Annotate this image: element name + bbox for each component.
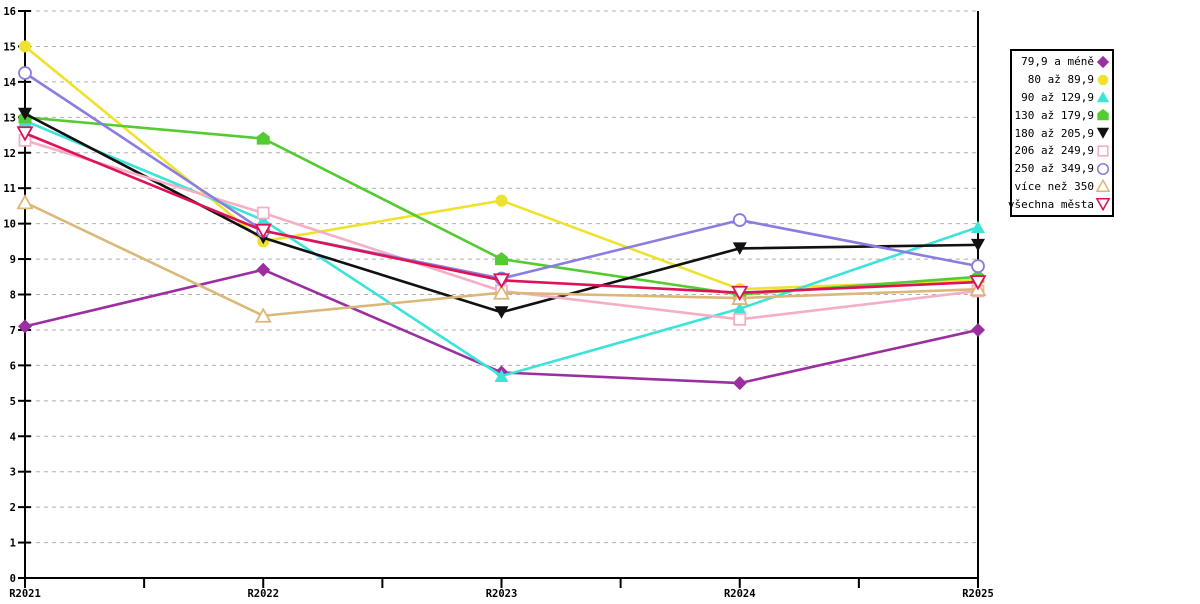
data-point-marker bbox=[1096, 127, 1110, 139]
data-point-marker bbox=[732, 242, 747, 255]
data-point-marker bbox=[731, 285, 749, 302]
y-axis-label: 6 bbox=[10, 360, 16, 372]
legend-label: více než 350 bbox=[1014, 179, 1094, 193]
data-point-marker bbox=[971, 322, 985, 337]
legend-label: všechna města bbox=[1007, 197, 1094, 211]
data-point-marker bbox=[492, 273, 511, 289]
legend-label: 250 až 349,9 bbox=[1014, 162, 1094, 176]
legend-label: 80 až 89,9 bbox=[1027, 73, 1094, 87]
y-axis-label: 14 bbox=[3, 77, 16, 89]
data-point-marker bbox=[16, 194, 34, 210]
data-point-marker bbox=[732, 376, 747, 391]
data-point-marker bbox=[733, 312, 747, 326]
legend-label: 206 až 249,9 bbox=[1014, 144, 1094, 158]
y-axis-label: 8 bbox=[10, 290, 16, 302]
data-point-marker bbox=[18, 66, 32, 80]
data-point-marker bbox=[732, 213, 747, 227]
series-7 bbox=[16, 194, 987, 323]
legend-marker-icon bbox=[1097, 145, 1109, 157]
legend-item: všechna města bbox=[1008, 195, 1110, 213]
legend-label: 79,9 a méně bbox=[1021, 55, 1094, 69]
data-point-marker bbox=[256, 206, 270, 220]
x-axis-label: R2023 bbox=[486, 588, 518, 600]
y-axis-label: 16 bbox=[3, 6, 16, 18]
series-line bbox=[23, 119, 980, 378]
data-point-marker bbox=[495, 252, 508, 266]
data-point-marker bbox=[1096, 198, 1110, 212]
y-axis-label: 10 bbox=[3, 219, 16, 231]
legend-marker-icon bbox=[1096, 127, 1110, 139]
y-axis-label: 13 bbox=[3, 112, 16, 124]
y-axis-label: 15 bbox=[3, 41, 16, 53]
data-point-marker bbox=[1097, 145, 1109, 157]
data-point-marker bbox=[254, 307, 272, 323]
legend-marker-icon bbox=[1096, 162, 1110, 175]
legend-item: 79,9 a méně bbox=[1012, 53, 1110, 71]
x-axis-label: R2021 bbox=[9, 588, 41, 600]
legend-marker-icon bbox=[1096, 198, 1110, 212]
data-point-marker bbox=[256, 262, 271, 277]
y-axis-label: 1 bbox=[10, 538, 16, 550]
series-2 bbox=[18, 114, 985, 383]
data-point-marker bbox=[494, 369, 509, 383]
y-axis-label: 9 bbox=[10, 254, 16, 266]
data-point-marker bbox=[18, 107, 32, 121]
series-8 bbox=[16, 126, 987, 302]
x-axis-label: R2025 bbox=[962, 588, 994, 600]
data-point-marker bbox=[492, 284, 511, 300]
y-axis-label: 5 bbox=[10, 396, 16, 408]
data-point-marker bbox=[254, 223, 272, 240]
series-line bbox=[23, 131, 980, 295]
data-point-marker bbox=[971, 259, 985, 274]
legend-marker-icon bbox=[1096, 179, 1110, 193]
legend-marker-icon bbox=[1097, 109, 1109, 121]
legend-item: více než 350 bbox=[1012, 177, 1110, 195]
legend-item: 80 až 89,9 bbox=[1012, 71, 1110, 89]
legend-marker-icon bbox=[1097, 74, 1109, 85]
legend-label: 90 až 129,9 bbox=[1021, 90, 1094, 104]
data-point-marker bbox=[1097, 74, 1109, 85]
data-point-marker bbox=[1096, 162, 1110, 175]
data-point-marker bbox=[256, 131, 270, 145]
data-point-marker bbox=[732, 302, 747, 315]
y-axis-label: 3 bbox=[10, 467, 16, 479]
y-axis-label: 2 bbox=[10, 502, 16, 514]
y-axis-label: 12 bbox=[3, 148, 16, 160]
y-axis-label: 4 bbox=[10, 431, 16, 443]
y-axis-label: 7 bbox=[10, 325, 16, 337]
data-point-marker bbox=[971, 238, 985, 252]
legend-item: 90 až 129,9 bbox=[1012, 89, 1110, 107]
data-point-marker bbox=[495, 194, 508, 207]
x-axis-label: R2024 bbox=[724, 588, 756, 600]
legend-item: 206 až 249,9 bbox=[1012, 142, 1110, 160]
series-6 bbox=[18, 66, 985, 286]
legend-item: 130 až 179,9 bbox=[1012, 106, 1110, 124]
legend-item: 180 až 205,9 bbox=[1012, 124, 1110, 142]
data-point-marker bbox=[16, 126, 34, 142]
data-point-marker bbox=[1097, 109, 1109, 121]
legend-box: 79,9 a méně 80 až 89,9 90 až 129,9 130 až 1… bbox=[1008, 49, 1114, 217]
data-point-marker bbox=[19, 40, 31, 53]
legend-item: 250 až 349,9 bbox=[1012, 160, 1110, 178]
data-point-marker bbox=[1096, 179, 1110, 193]
legend-marker-icon bbox=[1096, 55, 1110, 69]
data-point-marker bbox=[18, 319, 32, 334]
y-axis-label: 0 bbox=[10, 573, 16, 585]
data-point-marker bbox=[969, 275, 987, 291]
y-axis-label: 11 bbox=[3, 183, 16, 195]
data-point-marker bbox=[1096, 55, 1110, 69]
x-axis-label: R2022 bbox=[247, 588, 279, 600]
legend-label: 130 až 179,9 bbox=[1014, 108, 1094, 122]
data-point-marker bbox=[971, 220, 985, 234]
data-point-marker bbox=[1096, 91, 1110, 103]
data-point-marker bbox=[256, 213, 271, 227]
data-point-marker bbox=[494, 306, 509, 319]
legend-marker-icon bbox=[1096, 91, 1110, 103]
legend-label: 180 až 205,9 bbox=[1014, 126, 1094, 140]
